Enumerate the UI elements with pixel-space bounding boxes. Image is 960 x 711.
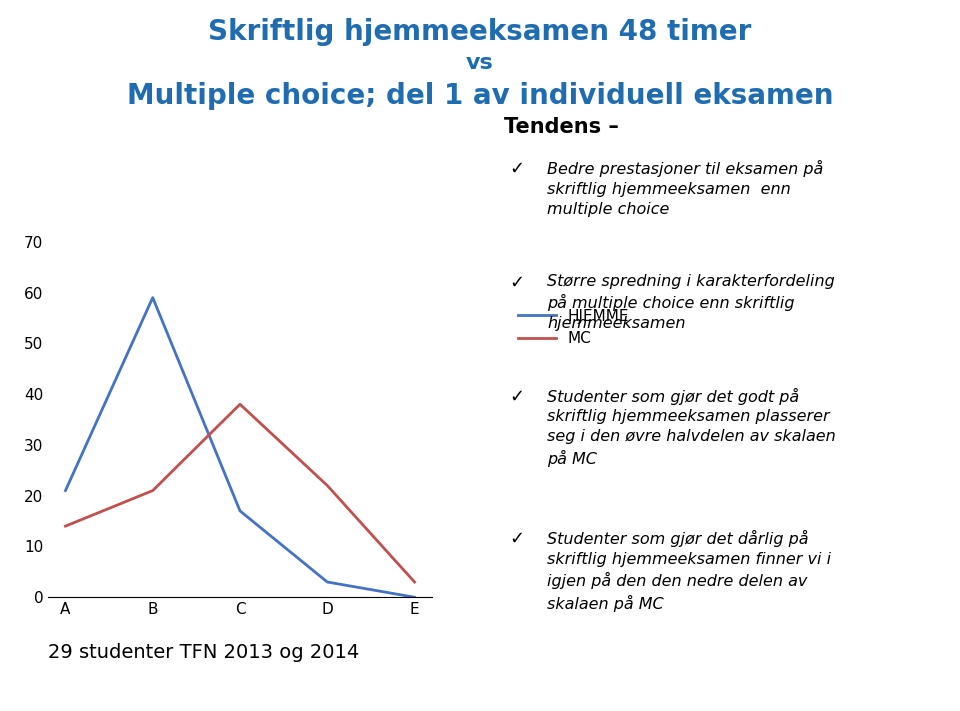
Text: Bedre prestasjoner til eksamen på
skriftlig hjemmeeksamen  enn
multiple choice: Bedre prestasjoner til eksamen på skrift… bbox=[547, 160, 824, 217]
Text: 29 studenter TFN 2013 og 2014: 29 studenter TFN 2013 og 2014 bbox=[48, 643, 359, 663]
Text: Studenter som gjør det godt på
skriftlig hjemmeeksamen plasserer
seg i den øvre : Studenter som gjør det godt på skriftlig… bbox=[547, 387, 836, 466]
Text: ✓: ✓ bbox=[509, 160, 524, 178]
Text: Skriftlig hjemmeeksamen 48 timer: Skriftlig hjemmeeksamen 48 timer bbox=[208, 18, 752, 46]
Text: Større spredning i karakterfordeling
på multiple choice enn skriftlig
hjemmeeksa: Større spredning i karakterfordeling på … bbox=[547, 274, 835, 331]
Text: vs: vs bbox=[467, 53, 493, 73]
Text: ✓: ✓ bbox=[509, 274, 524, 292]
Text: ✓: ✓ bbox=[509, 387, 524, 405]
Text: Multiple choice; del 1 av individuell eksamen: Multiple choice; del 1 av individuell ek… bbox=[127, 82, 833, 109]
Legend: HJEMME, MC: HJEMME, MC bbox=[512, 303, 636, 353]
Text: Tendens –: Tendens – bbox=[504, 117, 619, 137]
Text: ✓: ✓ bbox=[509, 530, 524, 547]
Text: Studenter som gjør det dårlig på
skriftlig hjemmeeksamen finner vi i
igjen på de: Studenter som gjør det dårlig på skriftl… bbox=[547, 530, 831, 611]
